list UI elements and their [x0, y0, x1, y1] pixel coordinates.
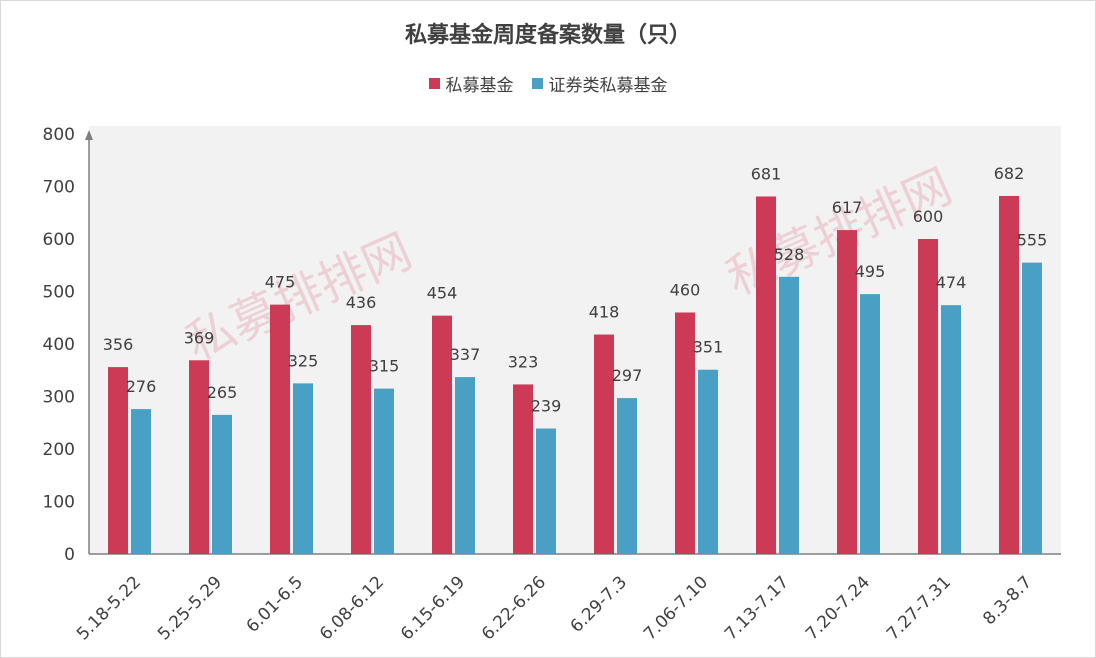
x-tick-label: 6.15-6.19 [397, 572, 469, 644]
data-label: 297 [612, 366, 643, 385]
bar-series-b [293, 383, 313, 554]
data-label: 617 [832, 198, 863, 217]
data-label: 495 [855, 262, 886, 281]
bar-series-a [999, 195, 1019, 554]
x-tick-label: 6.08-6.12 [316, 572, 388, 644]
data-label: 682 [994, 164, 1025, 183]
chart-title: 私募基金周度备案数量（只） [404, 23, 691, 48]
y-tick-label: 400 [43, 335, 75, 355]
bar-series-a [351, 325, 371, 554]
data-label: 276 [126, 377, 157, 396]
bar-series-b [212, 414, 232, 554]
x-tick-label: 5.18-5.22 [73, 572, 145, 644]
data-label: 475 [265, 273, 296, 292]
x-tick-label: 7.20-7.24 [802, 572, 874, 644]
data-label: 239 [531, 397, 562, 416]
bar-series-a [270, 304, 290, 554]
bar-series-a [513, 384, 533, 554]
y-tick-label: 0 [64, 545, 75, 565]
bar-series-b [860, 294, 880, 554]
data-label: 418 [589, 303, 620, 322]
bar-series-a [189, 360, 209, 554]
data-label: 555 [1017, 231, 1048, 250]
data-label: 454 [427, 284, 458, 303]
bar-series-b [779, 276, 799, 554]
data-label: 323 [508, 352, 539, 371]
legend-label-series-b: 证券类私募基金 [548, 76, 668, 96]
bar-series-b [1022, 262, 1042, 554]
bar-series-a [756, 196, 776, 554]
bar-series-b [374, 388, 394, 554]
data-label: 351 [693, 338, 724, 357]
x-tick-label: 6.01-6.5 [243, 572, 307, 636]
y-tick-label: 600 [43, 230, 75, 250]
data-label: 474 [936, 273, 967, 292]
y-tick-label: 200 [43, 440, 75, 460]
data-label: 325 [288, 351, 319, 370]
bar-series-b [941, 305, 961, 554]
data-label: 315 [369, 357, 400, 376]
bar-series-a [108, 367, 128, 554]
data-label: 265 [207, 383, 238, 402]
bar-series-a [837, 230, 857, 554]
bar-series-a [918, 239, 938, 554]
legend-item-series-a: 私募基金 [428, 71, 514, 96]
legend-swatch-series-b [531, 78, 543, 89]
y-tick-label: 700 [43, 178, 75, 198]
x-tick-label: 8.3-8.7 [979, 572, 1036, 629]
y-axis-arrow [85, 130, 93, 140]
x-tick-label: 7.06-7.10 [640, 572, 712, 644]
bar-series-b [455, 377, 475, 554]
x-tick-label: 6.22-6.26 [478, 572, 550, 644]
data-label: 369 [184, 328, 215, 347]
bar-series-a [432, 315, 452, 554]
y-tick-label: 800 [43, 125, 75, 145]
data-label: 528 [774, 245, 805, 264]
y-tick-label: 300 [43, 388, 75, 408]
y-tick-label: 100 [43, 493, 75, 513]
x-tick-label: 6.29-7.3 [567, 572, 631, 636]
data-label: 681 [751, 164, 782, 183]
chart-legend: 私募基金 证券类私募基金 [1, 71, 1095, 96]
bar-series-b [698, 369, 718, 554]
legend-label-series-a: 私募基金 [445, 76, 514, 96]
legend-item-series-b: 证券类私募基金 [531, 71, 668, 96]
bar-series-a [594, 334, 614, 554]
bar-series-b [131, 409, 151, 554]
data-label: 356 [103, 335, 134, 354]
data-label: 600 [913, 207, 944, 226]
legend-swatch-series-a [428, 78, 440, 89]
bar-series-a [675, 312, 695, 554]
bar-series-b [617, 398, 637, 554]
plot-area [89, 126, 1061, 554]
x-tick-label: 7.27-7.31 [883, 572, 955, 644]
y-tick-label: 500 [43, 283, 75, 303]
bar-series-b [536, 428, 556, 554]
data-label: 460 [670, 281, 701, 300]
data-label: 337 [450, 345, 481, 364]
data-label: 436 [346, 293, 377, 312]
x-tick-label: 5.25-5.29 [154, 572, 226, 644]
x-tick-label: 7.13-7.17 [721, 572, 793, 644]
